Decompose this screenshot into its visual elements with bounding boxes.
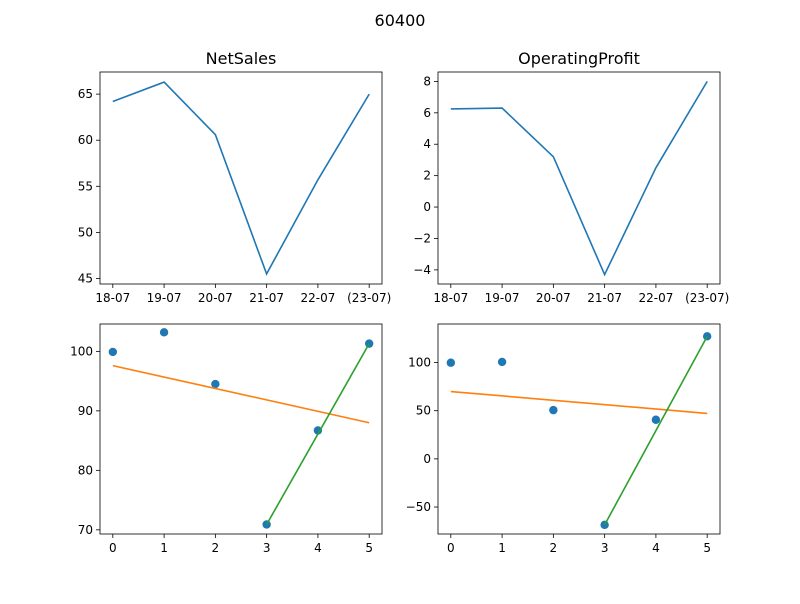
x-tick-label: 18-07 bbox=[433, 291, 468, 305]
series-line bbox=[112, 81, 370, 276]
x-tick-label: 2 bbox=[212, 541, 220, 555]
x-tick-label: 1 bbox=[498, 541, 506, 555]
y-tick-label: 80 bbox=[78, 463, 93, 477]
subplot-title: NetSales bbox=[206, 49, 277, 68]
trend-line bbox=[112, 364, 370, 424]
y-tick-label: 90 bbox=[78, 404, 93, 418]
y-tick-label: 4 bbox=[423, 137, 431, 151]
data-point bbox=[159, 328, 169, 337]
recent-trend-line bbox=[603, 335, 708, 526]
y-tick-label: 2 bbox=[423, 169, 431, 183]
x-tick-label: 2 bbox=[550, 541, 558, 555]
axes-frame bbox=[99, 71, 383, 285]
x-tick-label: 3 bbox=[601, 541, 609, 555]
x-tick-label: 0 bbox=[109, 541, 117, 555]
y-tick-label: 65 bbox=[78, 87, 93, 101]
data-point bbox=[108, 347, 118, 357]
subplot-title: OperatingProfit bbox=[518, 49, 640, 68]
x-tick-label: 20-07 bbox=[536, 291, 571, 305]
x-tick-label: (23-07) bbox=[685, 291, 729, 305]
trend-line bbox=[450, 390, 708, 415]
y-tick-label: 55 bbox=[78, 179, 93, 193]
x-tick-label: 4 bbox=[314, 541, 322, 555]
recent-trend-line bbox=[265, 343, 370, 525]
data-point bbox=[313, 426, 323, 435]
x-tick-label: 21-07 bbox=[249, 291, 284, 305]
y-tick-label: 100 bbox=[408, 356, 431, 370]
subplot-1: NetSales 18-07 19-07 20-07 21-07 22-07 (23-07)… bbox=[78, 49, 392, 305]
x-tick-label: 19-07 bbox=[485, 291, 520, 305]
y-tick-label: 100 bbox=[70, 344, 93, 358]
y-tick-label: 60 bbox=[78, 133, 93, 147]
y-tick-label: 0 bbox=[423, 200, 431, 214]
x-tick-label: 5 bbox=[365, 541, 373, 555]
x-tick-label: 18-07 bbox=[95, 291, 130, 305]
x-tick-label: (23-07) bbox=[347, 291, 391, 305]
x-tick-label: 22-07 bbox=[638, 291, 673, 305]
y-tick-label: −50 bbox=[406, 500, 431, 514]
data-point bbox=[651, 415, 661, 424]
x-tick-label: 0 bbox=[447, 541, 455, 555]
y-tick-label: 45 bbox=[78, 271, 93, 285]
x-tick-label: 1 bbox=[160, 541, 168, 555]
y-tick-label: 6 bbox=[423, 106, 431, 120]
subplot-4: 0 1 2 3 4 5 −50 0 50 100 bbox=[406, 323, 721, 555]
data-point bbox=[211, 379, 220, 389]
subplot-3: 0 1 2 3 4 5 70 80 90 100 bbox=[70, 323, 383, 555]
x-tick-label: 21-07 bbox=[587, 291, 622, 305]
series-line bbox=[450, 80, 708, 277]
y-tick-label: −4 bbox=[413, 263, 431, 277]
x-tick-label: 19-07 bbox=[147, 291, 182, 305]
y-tick-label: 50 bbox=[78, 225, 93, 239]
x-tick-label: 5 bbox=[703, 541, 711, 555]
axes-frame bbox=[437, 323, 721, 535]
axes-frame bbox=[437, 71, 721, 285]
axes-frame bbox=[99, 323, 383, 535]
data-point bbox=[446, 358, 456, 367]
x-tick-label: 4 bbox=[652, 541, 660, 555]
y-tick-label: 8 bbox=[423, 74, 431, 88]
y-tick-label: 0 bbox=[423, 452, 431, 466]
figure-title: 60400 bbox=[375, 11, 426, 30]
y-tick-label: −2 bbox=[413, 231, 431, 245]
y-tick-label: 50 bbox=[416, 404, 431, 418]
subplot-2: OperatingProfit 18-07 19-07 20-07 21-07 22-07… bbox=[413, 49, 729, 305]
data-point bbox=[549, 405, 558, 415]
x-tick-label: 22-07 bbox=[300, 291, 335, 305]
y-tick-label: 70 bbox=[78, 523, 93, 537]
x-tick-label: 3 bbox=[263, 541, 271, 555]
x-tick-label: 20-07 bbox=[198, 291, 233, 305]
data-point bbox=[497, 357, 507, 367]
